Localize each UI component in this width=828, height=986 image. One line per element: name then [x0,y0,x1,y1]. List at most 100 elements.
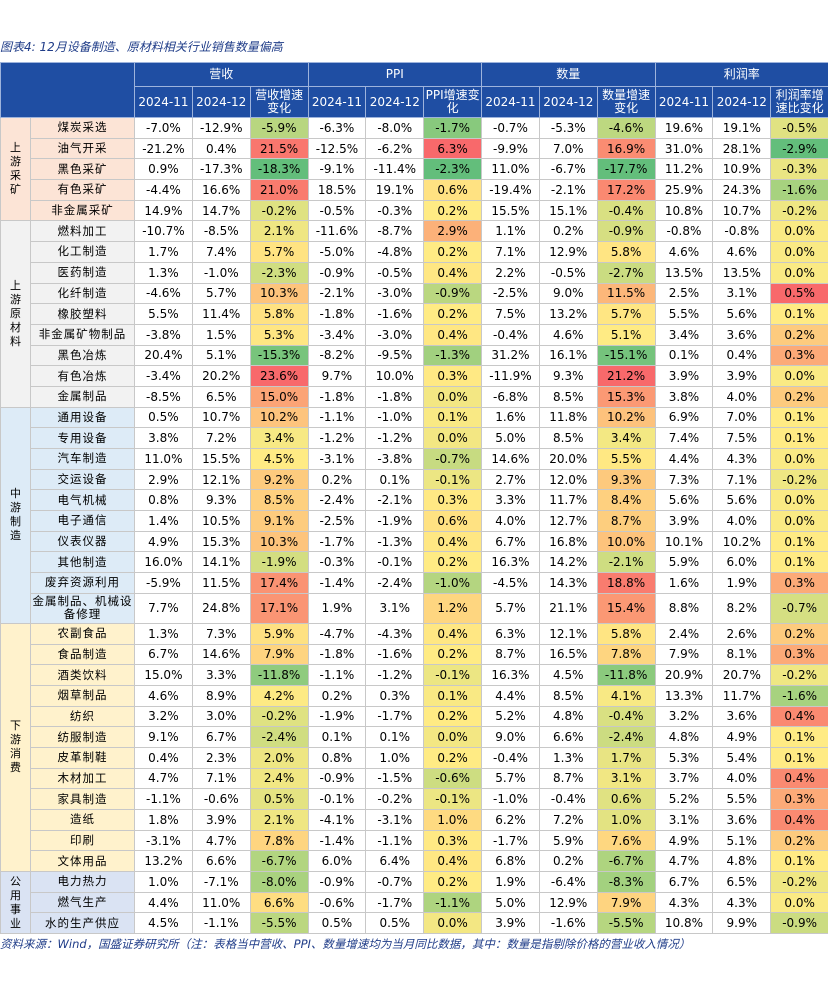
change-cell: 23.6% [249,365,309,387]
value-cell: 16.0% [134,551,193,574]
change-cell: 0.0% [770,241,828,263]
value-cell: 2.3% [191,746,251,769]
value-cell: -1.8% [307,303,367,325]
table-row: 纺服制造 9.1% 6.7% -2.4% 0.1% 0.1% 0.0% 9.0% 6.6% -2.… [1,726,828,748]
row-label: 酒类饮料 [30,664,135,686]
change-cell: 0.2% [423,241,483,263]
change-cell: -0.1% [423,468,483,491]
row-label: 化纤制造 [30,282,135,305]
value-cell: 5.0% [481,891,540,914]
change-cell: -0.9% [596,220,656,243]
value-cell: -6.7% [538,158,598,181]
value-cell: -0.9% [307,767,367,790]
value-cell: 3.1% [712,282,772,305]
value-cell: -1.6% [365,303,425,325]
value-cell: 7.5% [481,303,540,325]
value-cell: 1.9% [712,572,772,594]
value-cell: -1.7% [365,891,425,914]
table-row: 非金属矿物制品 -3.8% 1.5% 5.3% -3.4% -3.0% 0.4% -0.4% 4… [1,323,828,346]
change-cell: -0.4% [596,705,656,728]
table-row: 中游制造 通用设备 0.5% 10.7% 10.2% -1.1% -1.0% 0.1% 1.6%… [0,406,828,624]
value-cell: 20.2% [191,365,251,387]
table-row: 汽车制造 11.0% 15.5% 4.5% -3.1% -3.8% -0.7% 14.6% 20… [1,448,828,470]
value-cell: -17.3% [191,158,251,181]
value-cell: 10.7% [712,199,772,222]
change-cell: -0.2% [249,199,309,222]
value-cell: -1.8% [365,385,425,408]
change-cell: -0.1% [423,788,483,810]
value-cell: 19.1% [712,117,772,139]
group-header: 数量 [481,62,656,87]
change-cell: -2.7% [596,261,656,284]
value-cell: 7.0% [712,406,772,429]
table-row: 橡胶塑料 5.5% 11.4% 5.8% -1.8% -1.6% 0.2% 7.5% 13.2%… [1,303,828,325]
value-cell: 7.2% [191,427,251,449]
value-cell: -1.1% [191,912,251,935]
value-cell: 7.5% [712,427,772,449]
change-cell: -6.7% [249,850,309,873]
value-cell: -4.8% [365,241,425,263]
value-cell: -1.0% [191,261,251,284]
change-cell: -15.1% [596,344,656,367]
change-cell: 0.0% [770,448,828,470]
value-cell: 11.0% [191,891,251,914]
value-cell: 6.7% [654,871,714,893]
change-cell: 8.7% [596,510,656,532]
value-cell: 2.6% [712,622,772,645]
change-cell: 0.2% [423,643,483,666]
value-cell: 9.1% [134,726,193,748]
value-cell: 11.7% [712,684,772,707]
value-cell: 1.9% [481,871,540,893]
value-cell: 5.6% [712,303,772,325]
table-row: 家具制造 -1.1% -0.6% 0.5% -0.1% -0.2% -0.1% -1.0% -0… [1,788,828,810]
value-cell: 13.2% [134,850,193,873]
row-label: 印刷 [30,829,135,852]
change-cell: 6.3% [423,137,483,160]
value-cell: -3.0% [365,323,425,346]
value-cell: 15.3% [191,530,251,553]
value-cell: 0.5% [134,406,193,429]
change-cell: 1.2% [423,592,483,624]
change-cell: 5.1% [596,323,656,346]
value-cell: 3.6% [712,323,772,346]
change-cell: 5.9% [249,622,309,645]
section-label: 公用事业 [0,871,31,935]
value-cell: -21.2% [134,137,193,160]
value-cell: 3.0% [191,705,251,728]
row-label: 通用设备 [30,406,135,429]
change-cell: 0.6% [423,179,483,201]
value-cell: 0.2% [307,468,367,491]
value-cell: 21.1% [538,592,598,624]
value-cell: -8.0% [365,117,425,139]
value-cell: 7.3% [191,622,251,645]
table: 营收 PPI 数量 利润率 2024-11 2024-12 营收增速变化 2024-11 202… [0,62,828,935]
value-cell: 3.8% [654,385,714,408]
value-cell: -0.5% [538,261,598,284]
value-cell: -11.9% [481,365,540,387]
change-cell: 0.1% [770,850,828,873]
value-cell: 4.6% [538,323,598,346]
value-cell: -0.8% [654,220,714,243]
change-cell: 9.1% [249,510,309,532]
value-cell: 1.1% [481,220,540,243]
row-label: 金属制品、机械设备修理 [30,592,135,624]
value-cell: 20.9% [654,664,714,686]
value-cell: 2.9% [134,468,193,491]
value-cell: -11.6% [307,220,367,243]
value-cell: 6.6% [538,726,598,748]
value-cell: 1.7% [134,241,193,263]
value-cell: 14.2% [538,551,598,574]
table-row: 下游消费 农副食品 1.3% 7.3% 5.9% -4.7% -4.3% 0.4% 6.3% 12… [0,622,828,873]
change-cell: 15.4% [596,592,656,624]
value-cell: 3.3% [191,664,251,686]
column-header: 营收增速变化 [249,86,309,118]
value-cell: 12.9% [538,241,598,263]
change-cell: -1.7% [423,117,483,139]
value-cell: 4.9% [712,726,772,748]
change-cell: 0.2% [423,705,483,728]
value-cell: 2.7% [481,468,540,491]
change-cell: 15.3% [596,385,656,408]
column-header: 2024-11 [134,86,193,118]
row-label: 造纸 [30,809,135,831]
change-cell: -0.2% [770,871,828,893]
